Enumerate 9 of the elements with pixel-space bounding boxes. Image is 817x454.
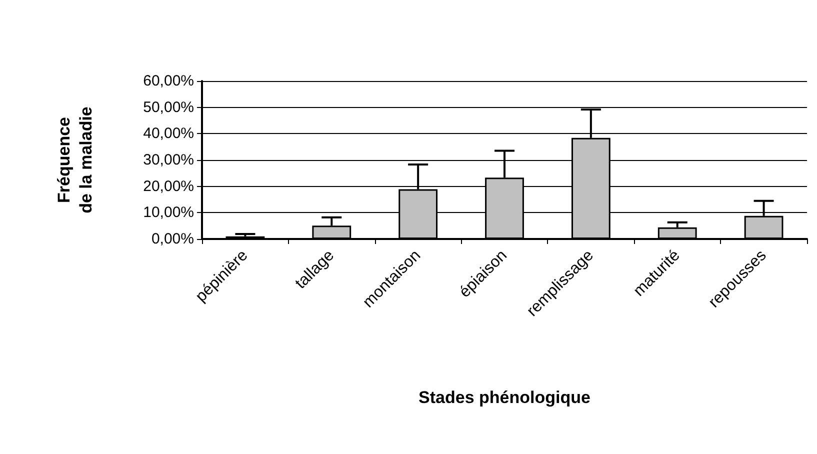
y-tick-label: 10,00% <box>143 204 194 222</box>
y-tick-label: 60,00% <box>143 72 194 90</box>
y-tick-label: 40,00% <box>143 125 194 142</box>
y-tick-label: 20,00% <box>143 178 194 195</box>
x-axis-title: Stades phénologique <box>418 388 590 407</box>
y-axis-title: Fréquence de la maladie <box>54 106 96 214</box>
y-tick-label: 50,00% <box>143 98 194 116</box>
y-tick-label: 0,00% <box>151 230 194 248</box>
y-tick-label: 30,00% <box>143 152 194 168</box>
